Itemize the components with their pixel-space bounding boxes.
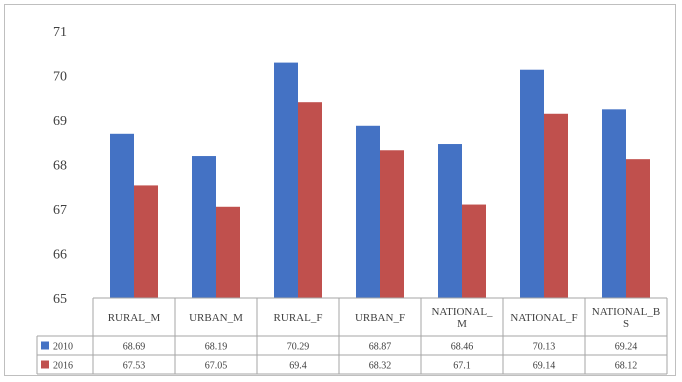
- bar-2016-1: [216, 206, 240, 298]
- table-value: 67.53: [123, 361, 146, 372]
- bars: [93, 62, 667, 299]
- table-value: 68.12: [615, 361, 638, 372]
- table-value: 69.14: [533, 361, 556, 372]
- category-label: NATIONAL_F: [510, 312, 577, 324]
- category-label: NATIONAL_B S: [592, 306, 660, 330]
- table-value: 68.32: [369, 361, 392, 372]
- table-value: 70.13: [533, 342, 556, 353]
- y-tick-label: 65: [53, 292, 67, 307]
- bar-2016-5: [544, 113, 568, 299]
- legend-swatch-2010: [41, 341, 49, 350]
- category-label: URBAN_M: [189, 312, 243, 324]
- y-axis: 65 66 67 68 69 70 71: [53, 25, 67, 307]
- bar-2016-0: [134, 185, 158, 298]
- y-tick-label: 66: [53, 248, 67, 263]
- bar-2016-6: [626, 159, 650, 298]
- bar-2010-4: [438, 144, 462, 298]
- category-label: URBAN_F: [355, 312, 405, 324]
- table-value: 69.24: [615, 342, 638, 353]
- legend-swatch-2016: [41, 360, 49, 369]
- table-value: 68.19: [205, 342, 228, 353]
- bar-2016-2: [298, 102, 322, 298]
- y-tick-label: 68: [53, 159, 67, 174]
- chart-frame: 65 66 67 68 69 70 71 RURAL_M URBAN_M RURAL_F URBA…: [4, 4, 676, 376]
- data-table: RURAL_M URBAN_M RURAL_F URBAN_F NATIONAL_ M NA…: [36, 297, 668, 375]
- bar-2010-1: [192, 156, 216, 298]
- table-value: 68.87: [369, 342, 392, 353]
- table-value: 68.46: [451, 342, 474, 353]
- category-label: NATIONAL_ M: [431, 306, 493, 330]
- bar-2010-6: [602, 109, 626, 298]
- bar-2010-2: [274, 62, 298, 298]
- table-value: 69.4: [289, 361, 307, 372]
- bar-2016-4: [462, 204, 486, 298]
- bar-2016-3: [380, 150, 404, 298]
- bar-2010-3: [356, 125, 380, 298]
- table-value: 67.05: [205, 361, 228, 372]
- category-label: RURAL_F: [274, 312, 323, 324]
- y-tick-label: 67: [53, 203, 67, 218]
- table-value: 70.29: [287, 342, 310, 353]
- bar-chart: 65 66 67 68 69 70 71 RURAL_M URBAN_M RURAL_F URBA…: [36, 25, 668, 375]
- bar-2010-0: [110, 133, 134, 298]
- category-label: RURAL_M: [108, 312, 161, 324]
- legend-label-2010: 2010: [53, 342, 73, 353]
- y-tick-label: 69: [53, 114, 67, 129]
- bar-2010-5: [520, 69, 544, 298]
- table-value: 68.69: [123, 342, 146, 353]
- table-value: 67.1: [453, 361, 471, 372]
- y-tick-label: 70: [53, 70, 67, 85]
- legend-label-2016: 2016: [53, 361, 73, 372]
- y-tick-label: 71: [53, 25, 67, 40]
